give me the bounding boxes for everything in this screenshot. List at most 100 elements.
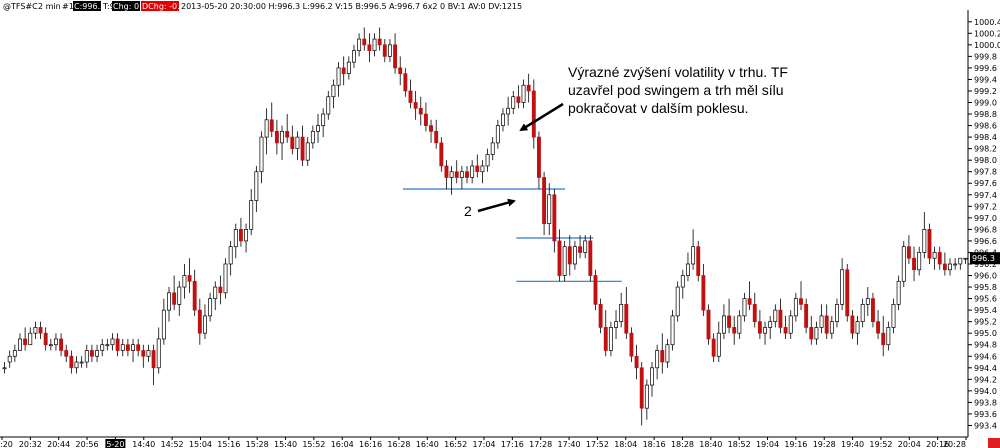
candle-down xyxy=(341,67,346,75)
y-tick-label: 995.6 xyxy=(974,295,997,304)
candle-up xyxy=(259,136,264,173)
y-tick-label: 996.0 xyxy=(974,272,997,281)
y-tick-label: 998.6 xyxy=(974,122,997,131)
candle-down xyxy=(778,309,783,328)
candle-down xyxy=(937,252,942,265)
candle-down xyxy=(285,130,290,138)
candle-up xyxy=(54,338,58,346)
candle-up xyxy=(495,125,500,144)
candle-up xyxy=(737,315,742,334)
candle-up xyxy=(182,275,187,288)
candle-up xyxy=(814,327,819,340)
y-axis: 1000.4 1000.2 1000.0 999.8 999.6 999.4 999.2 99… xyxy=(967,10,1000,437)
candle-up xyxy=(156,338,161,369)
y-tick-label: 999.2 xyxy=(974,87,997,96)
candle-up xyxy=(511,96,516,109)
x-axis: :20 20:32 20:44 20:56 5-20 14:40 14:52 15:04 15:… xyxy=(0,436,968,448)
candle-up xyxy=(79,361,84,364)
candle-down xyxy=(809,327,814,340)
candle-up xyxy=(161,309,166,340)
x-tick-label: 17:28 xyxy=(529,440,552,448)
x-tick-label: 15:16 xyxy=(217,440,240,448)
candle-down xyxy=(593,275,598,305)
candle-down xyxy=(552,194,557,242)
candle-up xyxy=(619,304,624,323)
candle-down xyxy=(43,332,48,346)
candle-up xyxy=(583,240,588,253)
candle-down xyxy=(141,350,146,357)
candle-down xyxy=(537,136,541,178)
y-tick-label: 999.6 xyxy=(974,64,997,73)
candle-down xyxy=(629,332,634,357)
x-tick-label: 19:04 xyxy=(756,440,779,448)
candle-up xyxy=(891,304,896,328)
header-interval: 2 min xyxy=(38,2,61,11)
x-tick-label: 17:16 xyxy=(501,440,524,448)
candle-up xyxy=(860,304,865,323)
candle-down xyxy=(531,90,536,138)
y-tick-label: 999.8 xyxy=(974,52,997,61)
x-tick-label: 17:52 xyxy=(586,440,609,448)
header-tick: T:9 xyxy=(102,2,115,11)
candle-up xyxy=(228,246,233,265)
candle-down xyxy=(634,355,639,369)
candle-down xyxy=(439,142,444,167)
candle-down xyxy=(187,275,192,282)
candle-up xyxy=(793,298,798,317)
candle-up xyxy=(490,142,495,155)
candle-down xyxy=(588,240,593,276)
candle-down xyxy=(454,171,459,178)
candle-up xyxy=(84,350,89,363)
x-tick-label: 20:44 xyxy=(47,440,70,448)
candle-up xyxy=(336,67,341,86)
candle-down xyxy=(542,177,547,224)
candle-up xyxy=(829,321,834,334)
x-tick-label: 19:52 xyxy=(869,440,892,448)
x-tick-label: 20:56 xyxy=(76,440,99,448)
candle-down xyxy=(876,321,881,334)
y-tick-label: 995.4 xyxy=(974,306,997,315)
candle-down xyxy=(578,246,583,253)
candle-down xyxy=(382,44,387,57)
y-tick-label: 998.0 xyxy=(974,156,997,165)
chart-header: @TFS#C 2 min #1 C:996.3 T:9 Chg: 0.0 DCh… xyxy=(3,1,522,11)
annotation-line-2: uzavřel pod swingem a trh měl sílu xyxy=(568,82,784,98)
candle-up xyxy=(2,367,7,370)
candle-up xyxy=(501,113,505,126)
candle-down xyxy=(912,257,916,271)
last-price-badge xyxy=(970,252,1000,265)
header-info: 2013-05-20 20:30:00 H:996.3 L:996.2 V:15… xyxy=(181,2,522,11)
candle-up xyxy=(208,298,213,317)
candle-up xyxy=(352,50,356,63)
annotation-line-3: pokračovat v dalším poklesu. xyxy=(568,100,749,116)
candle-down xyxy=(23,338,28,346)
candle-up xyxy=(958,257,963,265)
candle-down xyxy=(942,263,947,271)
candle-up xyxy=(670,315,675,346)
candle-up xyxy=(321,113,326,126)
candle-down xyxy=(516,96,521,103)
x-tick-label: 15:52 xyxy=(302,440,325,448)
y-tick-label: 1000.0 xyxy=(974,41,1000,50)
candle-down xyxy=(423,113,428,126)
y-tick-label: 994.4 xyxy=(974,364,997,373)
candle-up xyxy=(865,298,870,305)
candle-up xyxy=(372,38,377,51)
x-tick-label: 19:16 xyxy=(784,440,807,448)
x-tick-label: 18:40 xyxy=(699,440,722,448)
candle-up xyxy=(917,252,922,271)
arrow-to-marker-2 xyxy=(477,198,516,213)
close-badge-bg xyxy=(73,1,101,11)
y-tick-label: 997.0 xyxy=(974,214,997,223)
last-price-marker: 996.3 xyxy=(970,252,1000,265)
x-tick-label: 20:04 xyxy=(898,440,921,448)
scroll-corner-marker[interactable] xyxy=(988,438,1000,448)
candle-up xyxy=(665,344,670,363)
candle-down xyxy=(393,44,398,69)
candle-down xyxy=(557,240,562,276)
candle-down xyxy=(429,125,433,132)
candle-up xyxy=(896,280,901,305)
candle-down xyxy=(115,338,120,351)
header-dchg-badge: DChg: -0.4 xyxy=(142,2,185,11)
y-tick-label: 997.6 xyxy=(974,179,997,188)
